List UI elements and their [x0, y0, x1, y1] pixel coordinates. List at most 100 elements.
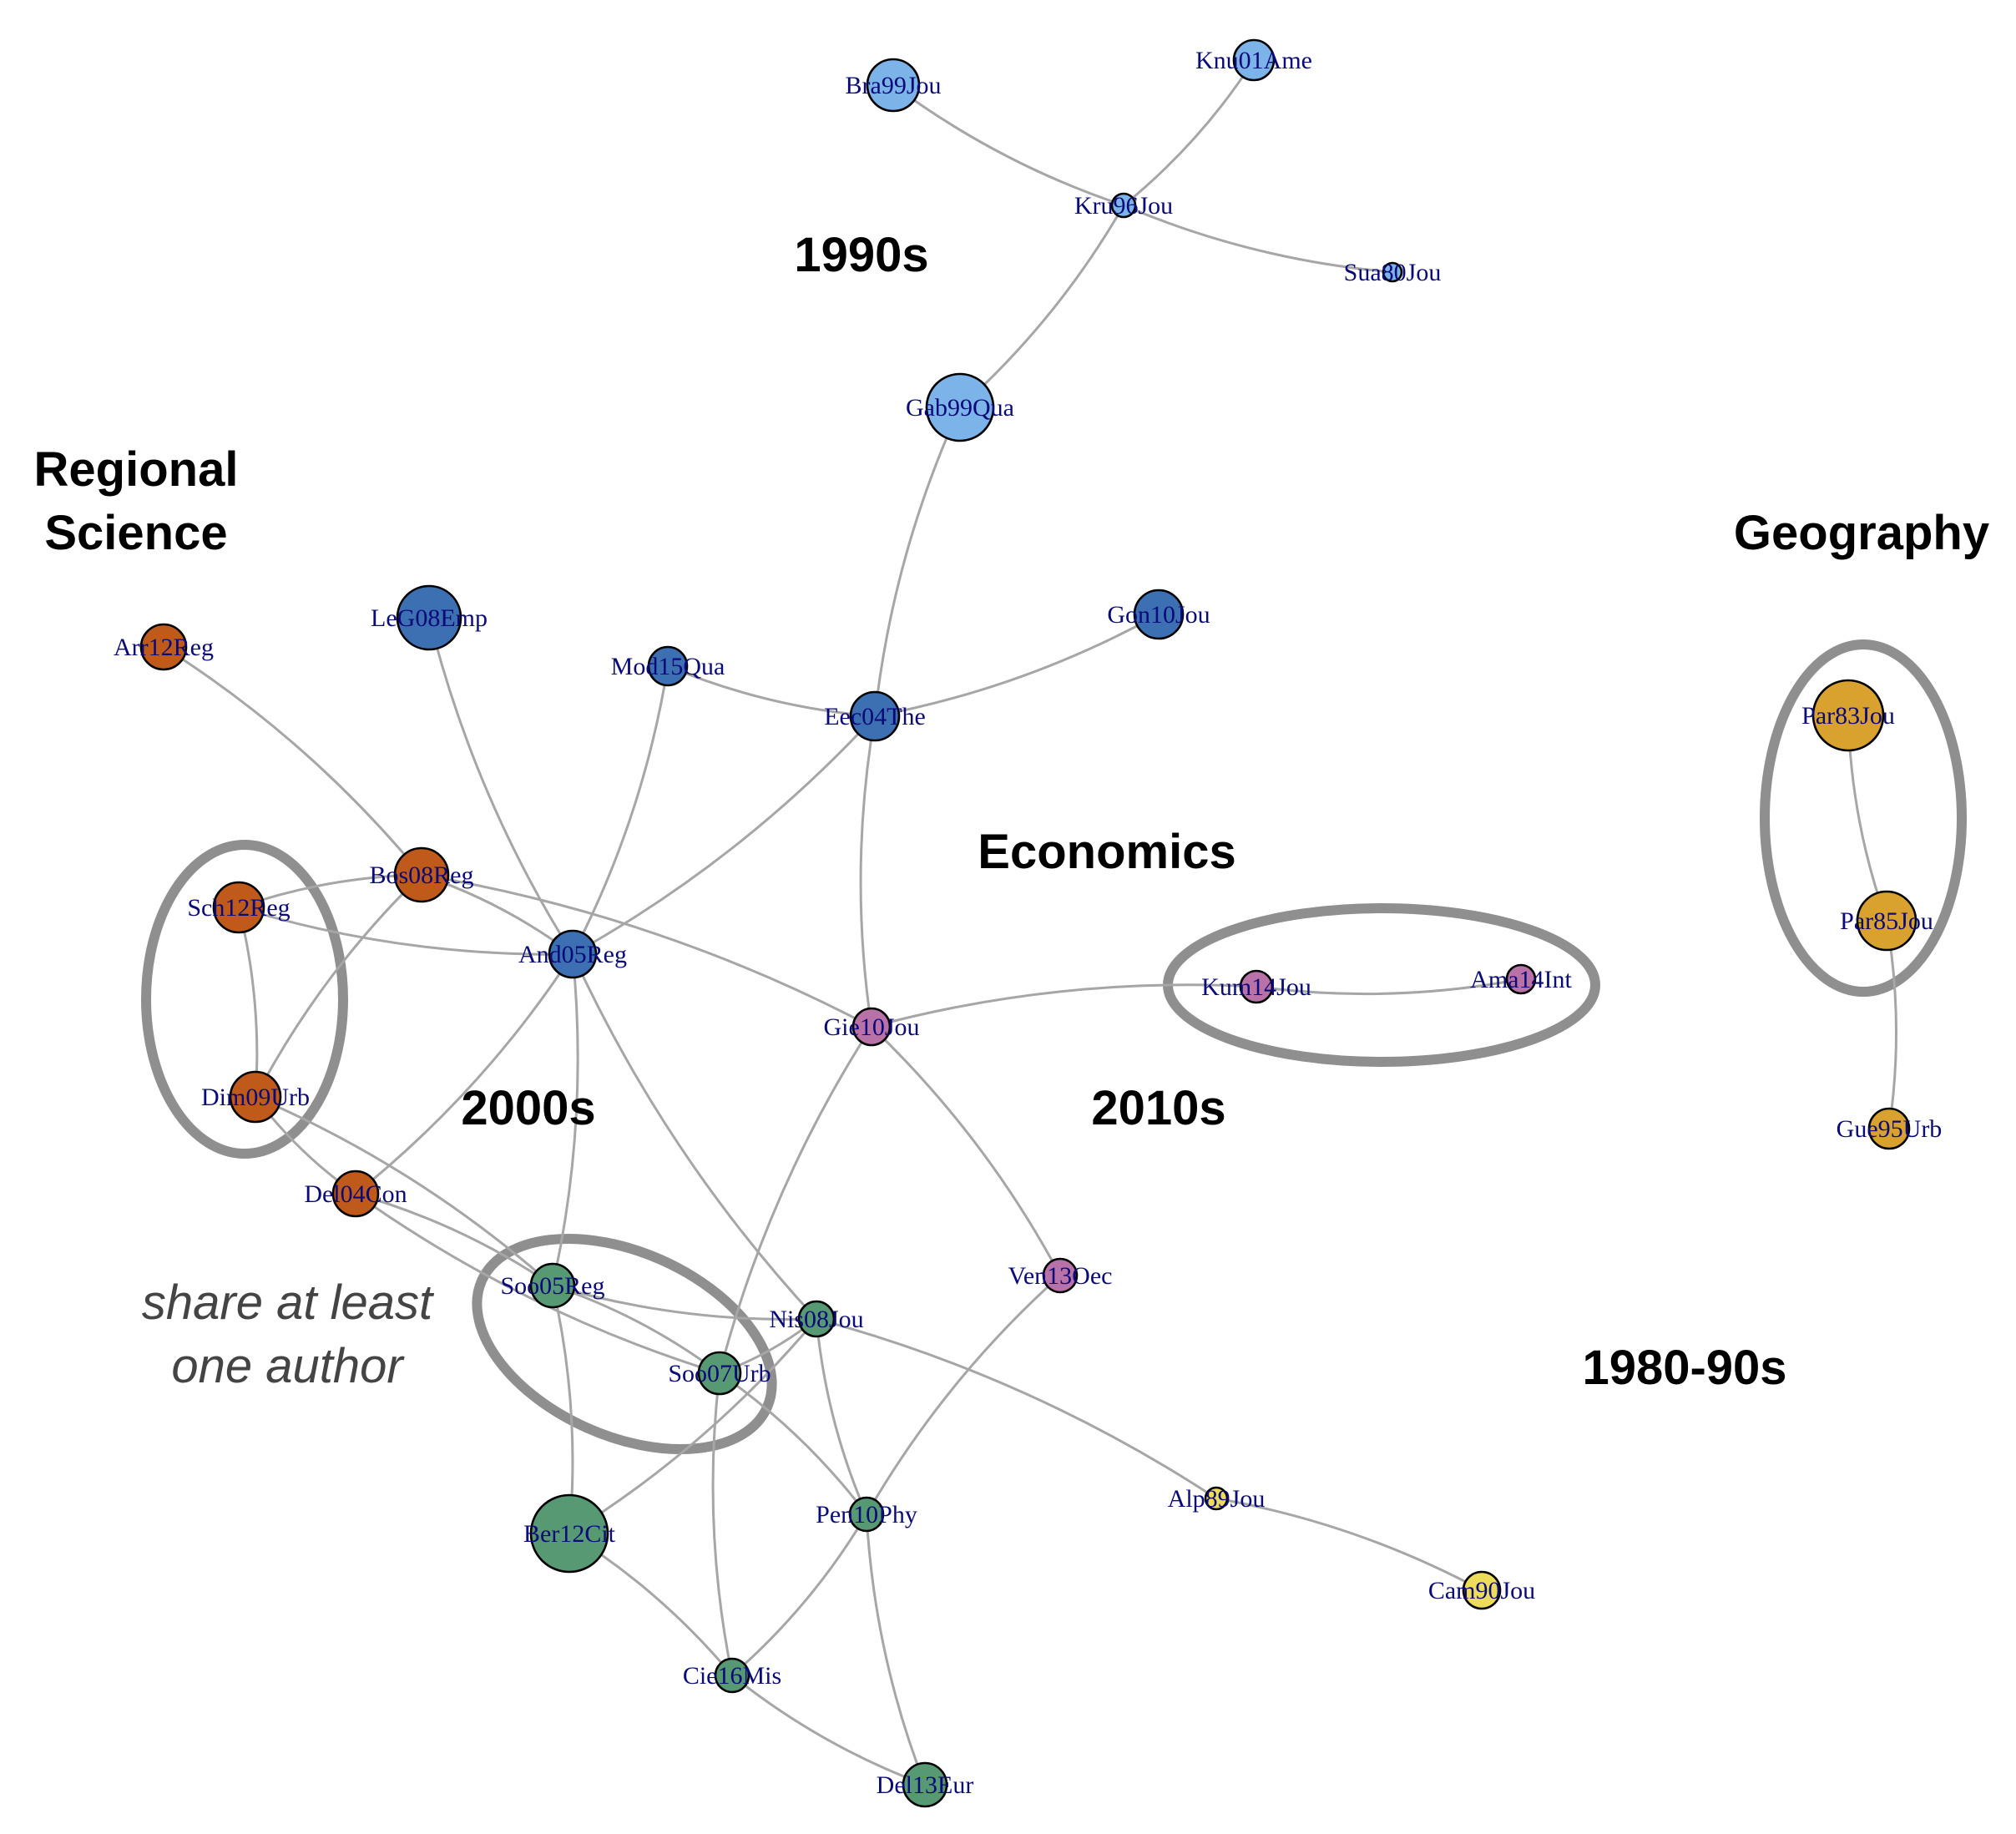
edge-and05reg-nis08jou [571, 953, 818, 1321]
node-arr12reg[interactable]: Arr12Reg [114, 623, 214, 671]
node-circle[interactable] [548, 929, 598, 979]
node-circle[interactable] [396, 584, 462, 651]
node-circle[interactable] [925, 372, 995, 442]
node-label: And05Reg [518, 941, 627, 968]
node-circle[interactable] [849, 690, 901, 742]
node-ber12cit[interactable]: Ber12Cit [523, 1493, 616, 1574]
node-label: Eec04The [824, 703, 926, 730]
edge-pen10phy-del13eur [865, 1513, 927, 1786]
node-label: Mod15Qua [611, 653, 725, 680]
node-circle[interactable] [1239, 969, 1274, 1004]
node-bos08reg[interactable]: Bos08Reg [369, 846, 474, 903]
node-bra99jou[interactable]: Bra99Jou [846, 58, 942, 113]
node-label: Bos08Reg [369, 861, 473, 889]
node-circle[interactable] [139, 623, 188, 671]
edge-gie10jou-kum14jou [871, 983, 1257, 1028]
edge-kru96jou-sua80jou [1123, 204, 1393, 274]
node-circle[interactable] [902, 1761, 948, 1808]
node-gon10jou[interactable]: Gon10Jou [1107, 589, 1210, 640]
node-sua80jou[interactable]: Sua80Jou [1344, 259, 1442, 286]
node-circle[interactable] [229, 1070, 282, 1124]
node-leg08emp[interactable]: LeG08Emp [371, 584, 488, 651]
node-label: Soo05Reg [500, 1272, 604, 1300]
edge-soo07urb-cie16mis [711, 1372, 734, 1676]
edge-nis08jou-alp89jou [816, 1317, 1217, 1500]
node-label: Bra99Jou [846, 72, 942, 99]
node-circle[interactable] [647, 645, 689, 687]
note-line2: one author [171, 1339, 405, 1393]
node-circle[interactable] [1204, 1486, 1229, 1511]
node-pen10phy[interactable]: Pen10Phy [816, 1496, 917, 1533]
edge-gie10jou-ven13oec [870, 1025, 1062, 1276]
node-circle[interactable] [1462, 1570, 1502, 1610]
label-regional-science-line1: Regional [34, 442, 239, 497]
edge-par85jou-gue95urb [1885, 920, 1897, 1129]
node-circle[interactable] [529, 1493, 609, 1574]
node-circle[interactable] [697, 1351, 742, 1396]
node-circle[interactable] [1856, 890, 1917, 952]
node-kum14jou[interactable]: Kum14Jou [1201, 969, 1311, 1004]
node-label: Par83Jou [1801, 702, 1895, 730]
edge-ven13oec-pen10phy [865, 1274, 1062, 1515]
node-and05reg[interactable]: And05Reg [518, 929, 627, 979]
node-cam90jou[interactable]: Cam90Jou [1428, 1570, 1535, 1610]
node-gie10jou[interactable]: Gie10Jou [824, 1007, 920, 1047]
node-nis08jou[interactable]: Nis08Jou [769, 1300, 864, 1338]
node-circle[interactable] [866, 58, 921, 113]
label-economics: Economics [978, 825, 1235, 879]
node-circle[interactable] [1382, 261, 1403, 283]
node-del13eur[interactable]: Del13Eur [877, 1761, 974, 1808]
node-circle[interactable] [331, 1170, 380, 1218]
node-mod15qua[interactable]: Mod15Qua [611, 645, 725, 687]
node-cie16mis[interactable]: Cie16Mis [683, 1657, 781, 1694]
node-knu01ame[interactable]: Knu01Ame [1195, 38, 1312, 82]
node-dim09urb[interactable]: Dim09Urb [201, 1070, 310, 1124]
edge-kru96jou-gab99qua [958, 205, 1125, 409]
edge-bos08reg-gie10jou [421, 873, 872, 1028]
node-sch12reg[interactable]: Sch12Reg [187, 881, 291, 934]
node-label: Alp89Jou [1168, 1485, 1266, 1513]
node-soo07urb[interactable]: Soo07Urb [668, 1351, 771, 1396]
node-circle[interactable] [797, 1300, 836, 1338]
node-gue95urb[interactable]: Gue95Urb [1837, 1107, 1943, 1150]
edge-and05reg-soo05reg [551, 953, 579, 1286]
node-circle[interactable] [1505, 963, 1537, 995]
node-label: LeG08Emp [371, 604, 488, 632]
edge-del04con-and05reg [355, 953, 574, 1195]
edge-bra99jou-kru96jou [892, 83, 1124, 207]
node-ven13oec[interactable]: Ven13Oec [1008, 1257, 1113, 1294]
node-par83jou[interactable]: Par83Jou [1801, 679, 1895, 752]
node-circle[interactable] [212, 881, 265, 934]
node-kru96jou[interactable]: Kru96Jou [1074, 192, 1173, 220]
label-1990s: 1990s [794, 228, 928, 282]
highlight-ring-soo05-soo07 [472, 1233, 777, 1455]
shared-author-highlights [141, 639, 1967, 1455]
node-del04con[interactable]: Del04Con [304, 1170, 407, 1218]
edge-bos08reg-dim09urb [254, 873, 423, 1098]
node-label: Dim09Urb [201, 1084, 310, 1111]
node-ama14int[interactable]: Ama14Int [1470, 963, 1572, 995]
node-circle[interactable] [1133, 589, 1185, 640]
node-circle[interactable] [529, 1262, 576, 1309]
edge-sch12reg-dim09urb [237, 907, 259, 1098]
node-label: Knu01Ame [1195, 47, 1312, 74]
node-gab99qua[interactable]: Gab99Qua [906, 372, 1014, 442]
node-circle[interactable] [1110, 192, 1137, 219]
node-circle[interactable] [1232, 38, 1276, 82]
node-label: Nis08Jou [769, 1306, 863, 1333]
highlight-ring-sch12-dim09 [141, 840, 348, 1159]
edge-knu01ame-kru96jou [1123, 59, 1256, 207]
edge-soo05reg-soo07urb [552, 1284, 720, 1375]
node-circle[interactable] [848, 1496, 885, 1533]
node-circle[interactable] [1042, 1257, 1079, 1294]
node-par85jou[interactable]: Par85Jou [1840, 890, 1933, 952]
node-circle[interactable] [1811, 679, 1885, 752]
node-alp89jou[interactable]: Alp89Jou [1168, 1485, 1266, 1513]
edge-nis08jou-pen10phy [815, 1318, 868, 1515]
node-soo05reg[interactable]: Soo05Reg [500, 1262, 605, 1309]
node-circle[interactable] [1867, 1107, 1911, 1150]
node-eec04the[interactable]: Eec04The [824, 690, 926, 742]
node-circle[interactable] [714, 1657, 750, 1694]
node-circle[interactable] [851, 1007, 892, 1047]
node-circle[interactable] [393, 846, 450, 903]
